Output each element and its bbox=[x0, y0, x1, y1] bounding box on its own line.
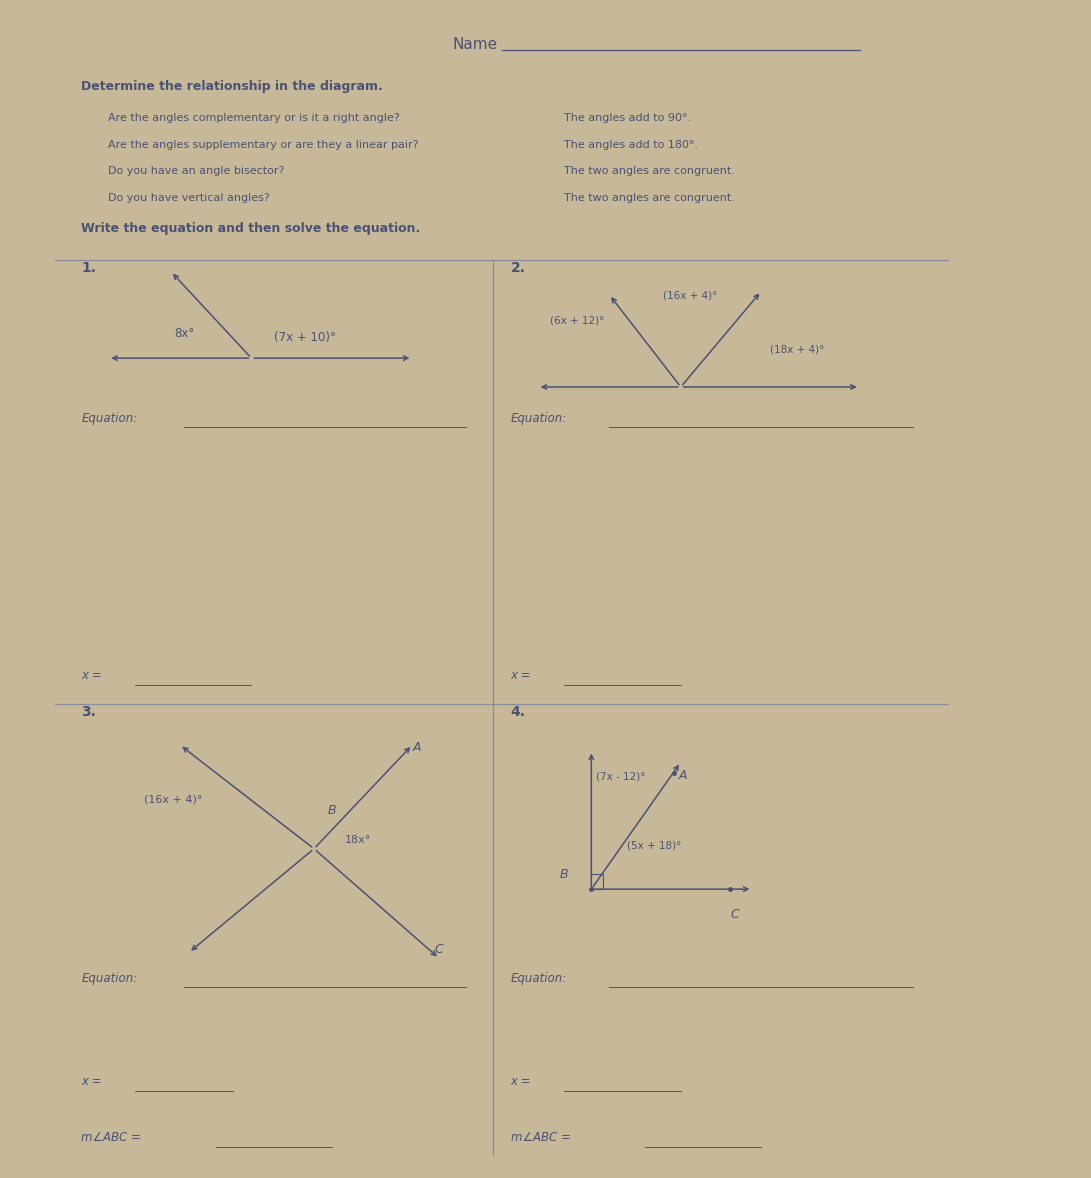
Text: A: A bbox=[412, 741, 421, 754]
Text: (16x + 4)°: (16x + 4)° bbox=[144, 795, 202, 805]
Text: The two angles are congruent.: The two angles are congruent. bbox=[564, 193, 735, 203]
Text: (6x + 12)°: (6x + 12)° bbox=[550, 316, 604, 325]
Text: x =: x = bbox=[82, 669, 103, 682]
Text: The angles add to 180°.: The angles add to 180°. bbox=[564, 139, 698, 150]
Text: The angles add to 90°.: The angles add to 90°. bbox=[564, 113, 692, 123]
Text: (5x + 18)°: (5x + 18)° bbox=[627, 841, 682, 851]
Text: 4.: 4. bbox=[511, 704, 526, 719]
Text: Are the angles supplementary or are they a linear pair?: Are the angles supplementary or are they… bbox=[108, 139, 419, 150]
Text: 2.: 2. bbox=[511, 260, 526, 274]
Text: m∠ABC =: m∠ABC = bbox=[82, 1131, 141, 1144]
Text: B: B bbox=[560, 868, 568, 881]
Text: (7x - 12)°: (7x - 12)° bbox=[596, 772, 645, 781]
Text: Equation:: Equation: bbox=[82, 972, 137, 985]
Text: x =: x = bbox=[82, 1076, 103, 1088]
Text: x =: x = bbox=[511, 1076, 531, 1088]
Text: B: B bbox=[327, 805, 336, 818]
Text: Name: Name bbox=[453, 37, 497, 52]
Text: m∠ABC =: m∠ABC = bbox=[511, 1131, 571, 1144]
Text: Are the angles complementary or is it a right angle?: Are the angles complementary or is it a … bbox=[108, 113, 400, 123]
Text: 18x°: 18x° bbox=[346, 835, 372, 845]
Text: 1.: 1. bbox=[82, 260, 96, 274]
Text: (16x + 4)°: (16x + 4)° bbox=[663, 290, 717, 300]
Text: 8x°: 8x° bbox=[175, 327, 194, 340]
Text: C: C bbox=[435, 942, 444, 955]
Text: The two angles are congruent.: The two angles are congruent. bbox=[564, 166, 735, 176]
Text: A: A bbox=[679, 769, 687, 782]
Text: x =: x = bbox=[511, 669, 531, 682]
Text: Determine the relationship in the diagram.: Determine the relationship in the diagra… bbox=[82, 80, 383, 93]
Text: Write the equation and then solve the equation.: Write the equation and then solve the eq… bbox=[82, 223, 421, 236]
Text: Do you have an angle bisector?: Do you have an angle bisector? bbox=[108, 166, 285, 176]
Text: (7x + 10)°: (7x + 10)° bbox=[274, 331, 336, 344]
Text: Equation:: Equation: bbox=[511, 411, 567, 424]
Text: C: C bbox=[730, 908, 739, 921]
Text: 3.: 3. bbox=[82, 704, 96, 719]
Text: (18x + 4)°: (18x + 4)° bbox=[770, 344, 825, 355]
Text: Equation:: Equation: bbox=[511, 972, 567, 985]
Text: Equation:: Equation: bbox=[82, 411, 137, 424]
Text: Do you have vertical angles?: Do you have vertical angles? bbox=[108, 193, 269, 203]
